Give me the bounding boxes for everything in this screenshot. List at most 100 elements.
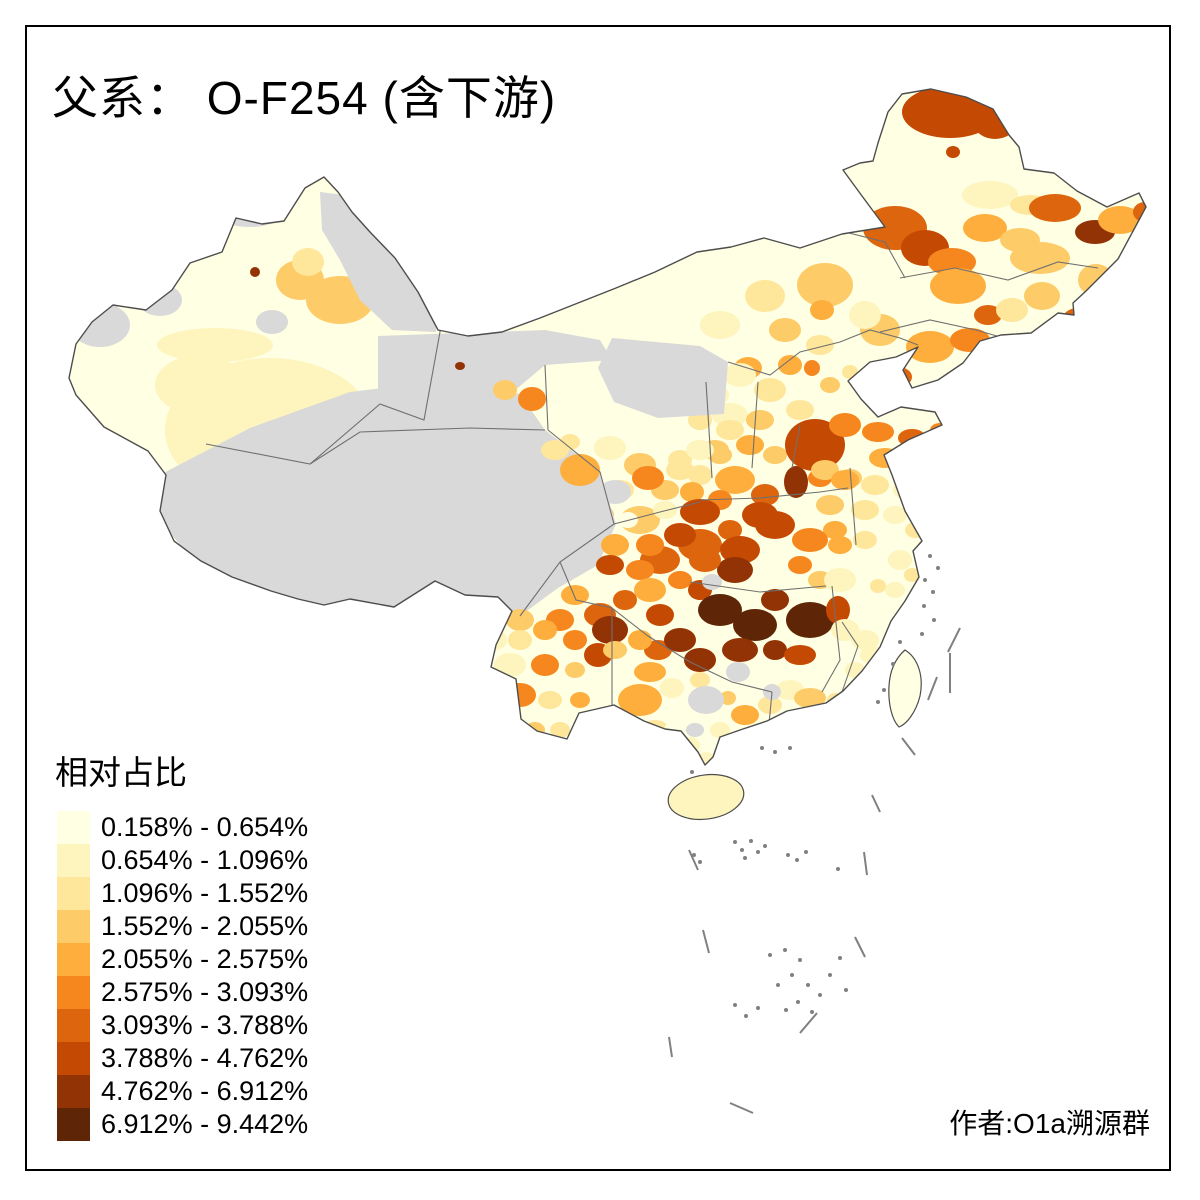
prefecture-cell xyxy=(904,568,920,582)
legend-row: 2.575% - 3.093% xyxy=(57,976,308,1009)
legend-row: 6.912% - 9.442% xyxy=(57,1108,308,1141)
legend-swatch xyxy=(57,1108,90,1141)
prefecture-cell xyxy=(778,355,802,375)
province-border xyxy=(559,561,613,609)
prefecture-cell xyxy=(644,640,672,660)
legend-label: 0.158% - 0.654% xyxy=(101,812,309,842)
small-island xyxy=(936,566,940,570)
prefecture-cell xyxy=(963,214,1007,242)
prefecture-cell xyxy=(758,696,782,714)
prefecture-cell xyxy=(636,534,664,556)
prefecture-cell xyxy=(684,648,716,672)
small-island xyxy=(818,993,822,997)
prefecture-cell xyxy=(763,446,787,464)
province-border xyxy=(791,424,801,469)
legend-row: 0.158% - 0.654% xyxy=(57,811,308,844)
small-island xyxy=(804,850,808,854)
province-border xyxy=(309,427,546,465)
prefecture-cell xyxy=(634,662,666,682)
sea-boundary-dash xyxy=(668,1036,673,1058)
sea-boundary-dash xyxy=(871,794,881,813)
prefecture-cell xyxy=(618,684,662,716)
prefecture-cell xyxy=(560,454,600,486)
prefecture-cell xyxy=(788,556,812,574)
prefecture-cell xyxy=(680,482,704,502)
prefecture-cell xyxy=(700,311,740,339)
small-island xyxy=(733,1003,737,1007)
prefecture-cell xyxy=(570,692,590,708)
nodata-region xyxy=(210,183,290,227)
prefecture-cell xyxy=(660,678,684,698)
small-island xyxy=(806,983,810,987)
prefecture-cell xyxy=(946,146,960,158)
prefecture-cell xyxy=(628,630,652,650)
prefecture-cell xyxy=(634,578,666,602)
prefecture-cell xyxy=(823,521,847,539)
prefecture-cell xyxy=(512,748,528,762)
prefecture-cell xyxy=(746,410,774,430)
prefecture-cell xyxy=(664,523,696,547)
small-island xyxy=(744,1014,748,1018)
mainland-outline xyxy=(68,88,1147,766)
prefecture-cell xyxy=(831,470,859,490)
prefecture-cell xyxy=(690,672,710,688)
province-border xyxy=(841,621,859,693)
small-island xyxy=(828,973,832,977)
legend-row: 1.096% - 1.552% xyxy=(57,877,308,910)
prefecture-cell xyxy=(820,377,840,393)
legend-label: 6.912% - 9.442% xyxy=(101,1109,309,1139)
small-island xyxy=(790,973,794,977)
sea-boundary-dash xyxy=(799,1012,818,1034)
prefecture-cell xyxy=(550,722,570,738)
sea-boundary-dash xyxy=(688,849,699,871)
prefecture-cell xyxy=(504,683,536,707)
small-island xyxy=(810,1010,814,1014)
sea-boundary-dash xyxy=(702,929,710,954)
prefecture-cell xyxy=(811,460,839,480)
sea-boundary-dash xyxy=(854,936,866,958)
legend-label: 2.575% - 3.093% xyxy=(101,977,309,1007)
legend-label: 2.055% - 2.575% xyxy=(101,944,309,974)
small-island xyxy=(928,554,932,558)
prefecture-cell xyxy=(718,520,742,540)
prefecture-cell xyxy=(518,387,546,411)
prefecture-cell xyxy=(563,630,587,650)
prefecture-cell xyxy=(962,181,1018,209)
small-island xyxy=(920,632,924,636)
legend-row: 4.762% - 6.912% xyxy=(57,1075,308,1108)
prefecture-cell xyxy=(761,589,789,611)
small-island xyxy=(756,850,760,854)
prefecture-cell xyxy=(717,557,753,583)
legend-label: 0.654% - 1.096% xyxy=(101,845,309,875)
prefecture-cell xyxy=(626,560,654,580)
prefecture-cell xyxy=(560,434,580,450)
legend-label: 1.552% - 2.055% xyxy=(101,911,309,941)
prefecture-cell xyxy=(594,436,626,460)
small-island xyxy=(698,860,702,864)
legend: 相对占比 0.158% - 0.654% 0.654% - 1.096% 1.096… xyxy=(55,746,308,1141)
prefecture-cell xyxy=(533,620,557,640)
prefecture-cell xyxy=(763,640,787,660)
legend-row: 2.055% - 2.575% xyxy=(57,943,308,976)
taiwan-island xyxy=(888,649,922,728)
nodata-region xyxy=(599,480,631,504)
prefecture-cell xyxy=(646,604,674,626)
prefecture-cell xyxy=(883,506,907,524)
small-island xyxy=(923,578,927,582)
prefecture-cell xyxy=(831,619,859,641)
small-island xyxy=(760,746,764,750)
small-island xyxy=(836,867,840,871)
prefecture-cell xyxy=(565,662,585,678)
prefecture-cell xyxy=(668,571,692,589)
small-island xyxy=(733,840,737,844)
prefecture-cell xyxy=(689,548,721,572)
prefecture-cell xyxy=(824,568,856,592)
legend-swatch xyxy=(57,910,90,943)
legend-rows: 0.158% - 0.654% 0.654% - 1.096% 1.096% - 1… xyxy=(57,811,308,1141)
legend-title: 相对占比 xyxy=(55,754,187,791)
attribution: 作者:O1a溯源群 xyxy=(949,1108,1150,1139)
small-island xyxy=(788,746,792,750)
small-island xyxy=(784,1008,788,1012)
prefecture-cell xyxy=(533,738,557,765)
prefecture-cell xyxy=(862,422,894,442)
